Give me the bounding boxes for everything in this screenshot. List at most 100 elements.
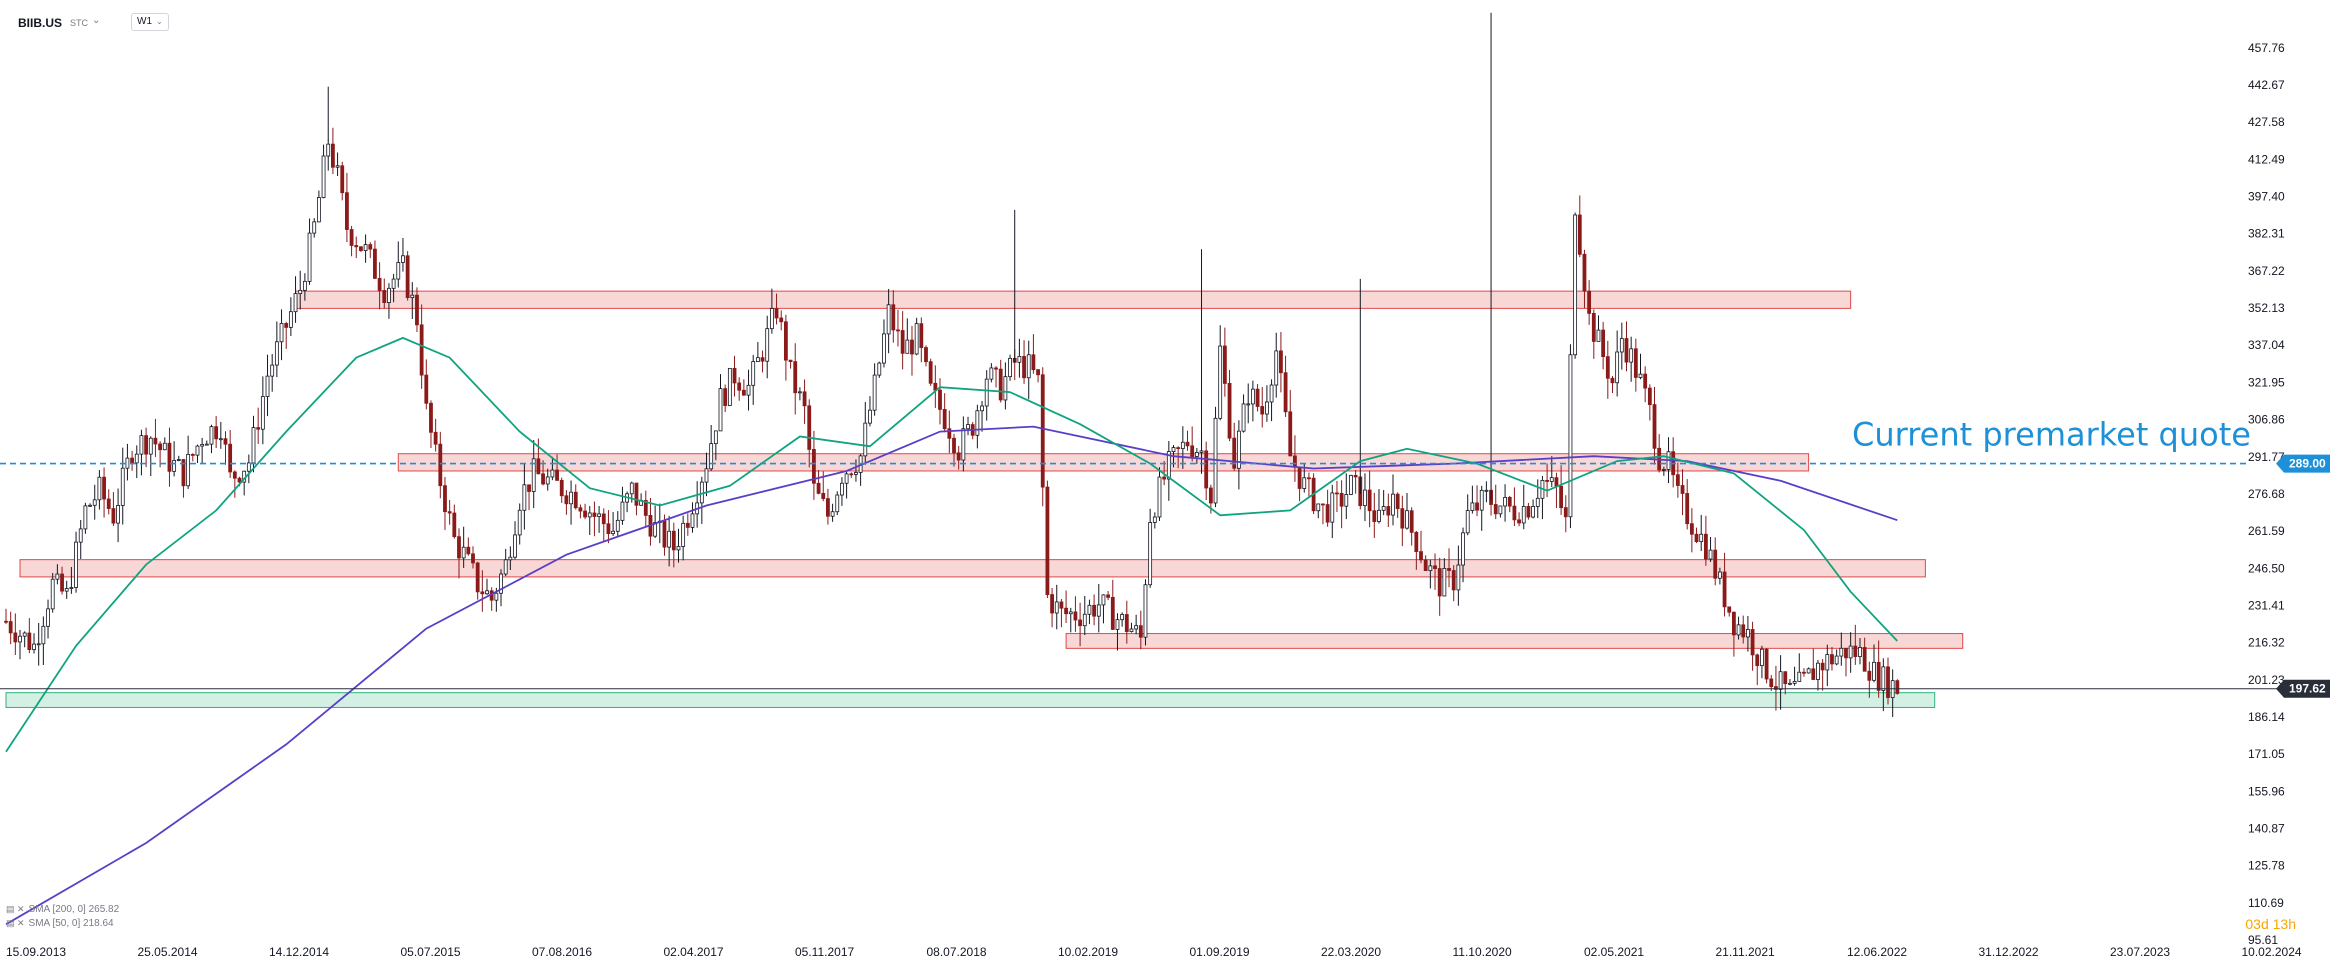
candle-body — [97, 476, 102, 501]
candle-body — [144, 435, 149, 455]
candle-body — [499, 573, 503, 594]
candle-body — [345, 192, 349, 230]
candle-body — [961, 428, 966, 461]
candle-body — [1115, 619, 1120, 630]
candle-body — [120, 467, 125, 506]
candle-body — [1470, 502, 1475, 511]
candle-body — [1227, 383, 1232, 439]
interval-selector[interactable]: W1 ⌄ — [131, 13, 169, 31]
chevron-down-icon[interactable]: ⌄ — [92, 15, 101, 26]
candle-body — [260, 396, 265, 430]
premarket-price-badge-bg — [2276, 454, 2330, 473]
candle-body — [578, 507, 583, 512]
candle-body — [55, 573, 60, 580]
candle-body — [228, 443, 233, 473]
candle-body — [1573, 214, 1578, 356]
candle-body — [1881, 666, 1886, 691]
candle-body — [471, 553, 475, 564]
candle-body — [587, 512, 592, 518]
chart-toolbar: BIIB.US STC ⌄ W1 ⌄ — [0, 0, 2280, 40]
candle-body — [1531, 506, 1535, 518]
candle-body — [279, 323, 284, 343]
candle-body — [1559, 485, 1564, 509]
candle-body — [485, 590, 489, 595]
candle-body — [1134, 625, 1139, 630]
candle-body — [914, 323, 919, 355]
candle-body — [153, 437, 158, 445]
candle-body — [1643, 373, 1648, 389]
candle-body — [1647, 387, 1652, 406]
candle-body — [326, 143, 331, 157]
candle-body — [536, 458, 541, 475]
candle-body — [36, 643, 41, 646]
candle-body — [1582, 253, 1587, 292]
candle-body — [172, 460, 177, 472]
candle-body — [503, 559, 508, 575]
candle-body — [1830, 654, 1834, 665]
timezone-label: STC — [70, 18, 88, 28]
candle-body — [466, 546, 471, 555]
candle-body — [727, 367, 732, 406]
candle-body — [302, 280, 307, 291]
candle-body — [1591, 313, 1596, 342]
candle-body — [359, 246, 363, 251]
candle-body — [1092, 604, 1097, 617]
candle-body — [396, 262, 401, 280]
candle-body — [1405, 510, 1409, 529]
candle-body — [1451, 570, 1456, 591]
candle-body — [643, 500, 648, 516]
candle-body — [387, 287, 391, 303]
candle-body — [162, 442, 167, 451]
candle-body — [774, 308, 779, 319]
eye-icon[interactable]: ▤ ✕ — [6, 904, 25, 914]
y-tick-label: 231.41 — [2248, 598, 2285, 612]
candle-body — [1512, 505, 1517, 521]
candle-body — [1124, 614, 1129, 632]
symbol-label[interactable]: BIIB.US — [18, 16, 63, 30]
candle-body — [1727, 606, 1732, 613]
candle-body — [22, 632, 27, 637]
candle-body — [1367, 489, 1372, 512]
x-tick-label: 22.03.2020 — [1321, 945, 1381, 959]
candle-body — [1372, 510, 1377, 522]
x-tick-label: 05.07.2015 — [401, 945, 461, 959]
candle-body — [1699, 533, 1704, 542]
candle-body — [1619, 338, 1624, 353]
candle-body — [1433, 565, 1437, 569]
candle-body — [1232, 437, 1237, 469]
candle-body — [330, 143, 335, 168]
candle-body — [1844, 647, 1848, 659]
candle-body — [265, 375, 270, 397]
candle-body — [125, 457, 130, 469]
candle-body — [274, 341, 279, 366]
y-tick-label: 125.78 — [2248, 859, 2285, 873]
candle-body — [1577, 214, 1582, 255]
candle-body — [597, 513, 601, 517]
candle-body — [1774, 686, 1778, 690]
candle-body — [928, 361, 933, 384]
candle-body — [1484, 489, 1489, 492]
candle-body — [816, 482, 821, 494]
candle-body — [938, 389, 942, 410]
candle-body — [671, 530, 676, 551]
candle-body — [835, 494, 840, 513]
candle-body — [1713, 549, 1718, 579]
candle-body — [769, 308, 774, 330]
candle-body — [494, 592, 499, 601]
candle-body — [545, 476, 550, 485]
candle-body — [550, 469, 555, 478]
candle-body — [1862, 647, 1867, 672]
candle-body — [1171, 447, 1176, 453]
candle-body — [1629, 348, 1634, 363]
candle-body — [237, 477, 242, 483]
candle-body — [1442, 568, 1447, 597]
candle-body — [1269, 384, 1274, 403]
candle-body — [760, 357, 765, 362]
x-tick-label: 07.08.2016 — [532, 945, 592, 959]
candle-body — [167, 442, 172, 472]
candle-body — [1022, 356, 1026, 379]
eye-icon[interactable]: ▤ ✕ — [6, 918, 25, 928]
legend-sma200[interactable]: ▤ ✕ SMA [200, 0] 265.82 — [6, 904, 119, 915]
legend-sma50[interactable]: ▤ ✕ SMA [50, 0] 218.64 — [6, 918, 114, 929]
